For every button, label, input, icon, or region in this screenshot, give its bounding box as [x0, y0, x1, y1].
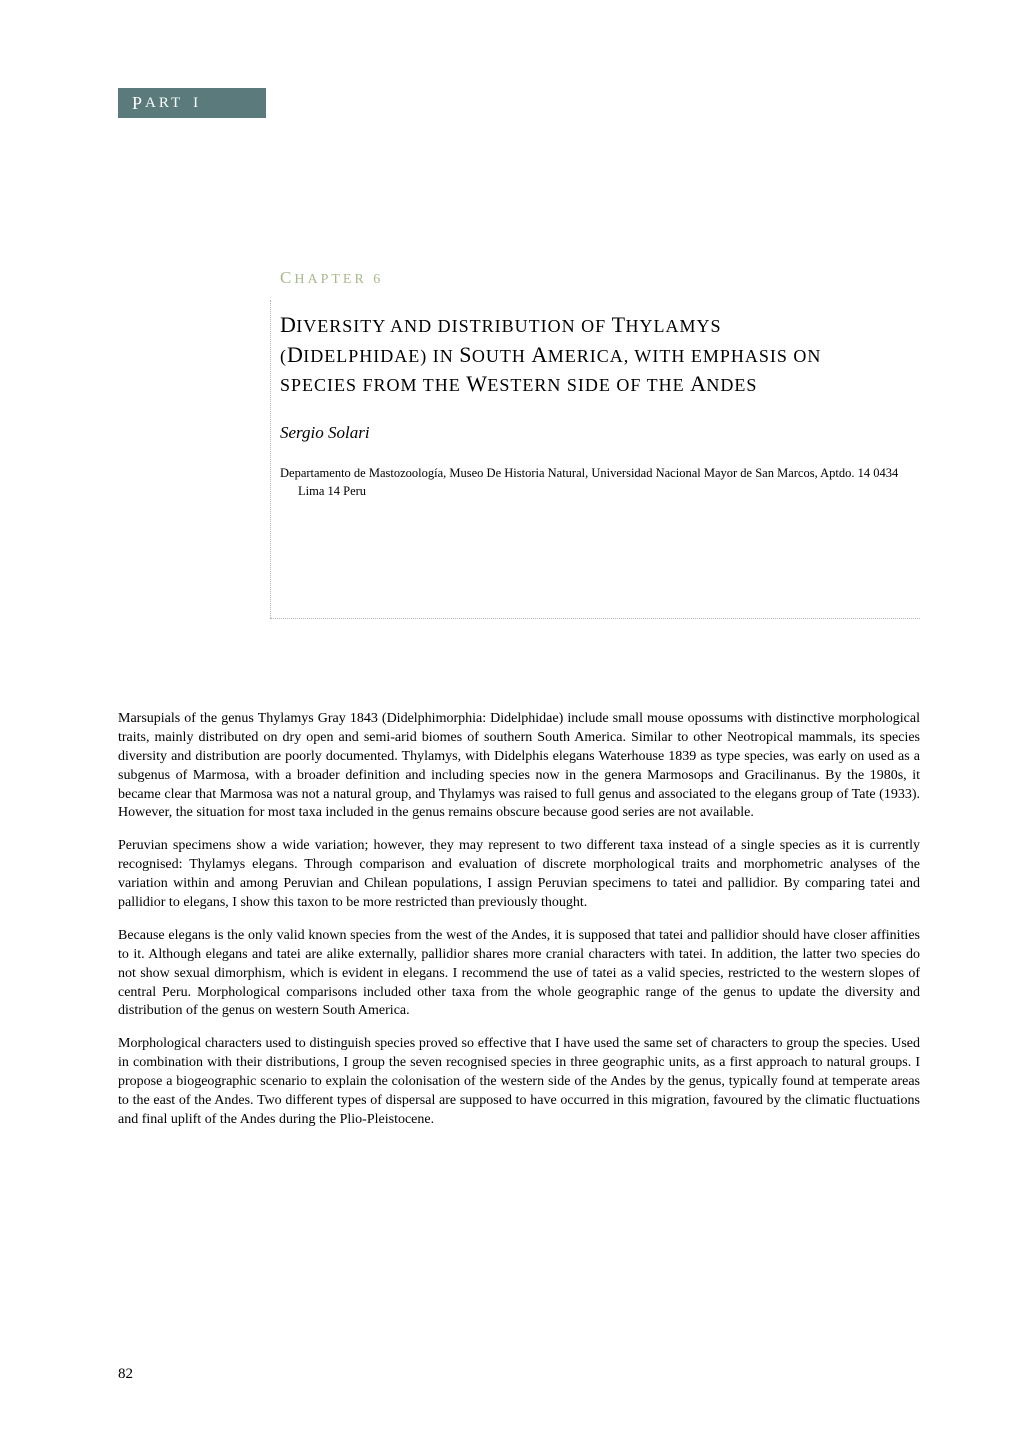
t-sc: NDES: [706, 375, 757, 395]
t-cap: D: [280, 312, 296, 337]
page-number: 82: [118, 1366, 133, 1383]
paragraph: Peruvian specimens show a wide variation…: [118, 837, 920, 913]
t-sc: IDELPHIDAE) IN: [303, 346, 459, 366]
t-sc: IVERSITY AND DISTRIBUTION OF: [296, 316, 611, 336]
t-cap: A: [690, 371, 706, 396]
title-line2: (DIDELPHIDAE) IN SOUTH AMERICA, WITH EMP…: [280, 342, 821, 367]
t-cap: T: [612, 312, 626, 337]
affiliation: Departamento de Mastozoología, Museo De …: [298, 465, 920, 500]
author: Sergio Solari: [280, 423, 920, 443]
t-cap: D: [287, 342, 303, 367]
part-banner: PART I: [118, 88, 266, 118]
chapter-label: CHAPTER 6: [280, 268, 920, 288]
t-cap: A: [531, 342, 547, 367]
dotted-rule-horizontal: [270, 618, 920, 619]
paragraph: Because elegans is the only valid known …: [118, 927, 920, 1021]
title-line3: SPECIES FROM THE WESTERN SIDE OF THE AND…: [280, 371, 757, 396]
part-number: I: [193, 95, 198, 112]
t-sc: HYLAMYS: [625, 316, 721, 336]
t-sc: OUTH: [472, 346, 532, 366]
t-cap: S: [459, 342, 472, 367]
chapter-number: 6: [373, 272, 383, 287]
chapter-label-rest: HAPTER: [294, 272, 366, 287]
part-label-rest: ART: [145, 95, 183, 112]
t-sc: SPECIES FROM THE: [280, 375, 466, 395]
body-text: Marsupials of the genus Thylamys Gray 18…: [118, 710, 920, 1144]
t-sc: ESTERN SIDE OF THE: [487, 375, 690, 395]
paragraph: Morphological characters used to disting…: [118, 1035, 920, 1129]
part-label-cap: P: [132, 93, 145, 114]
chapter-block: CHAPTER 6 DIVERSITY AND DISTRIBUTION OF …: [280, 268, 920, 500]
dotted-rule-vertical: [270, 300, 271, 618]
chapter-label-cap: C: [280, 268, 294, 287]
chapter-title: DIVERSITY AND DISTRIBUTION OF THYLAMYS (…: [280, 310, 920, 399]
t-sc: (: [280, 346, 287, 366]
t-sc: MERICA, WITH EMPHASIS ON: [548, 346, 822, 366]
title-line1: DIVERSITY AND DISTRIBUTION OF THYLAMYS: [280, 312, 722, 337]
t-cap: W: [466, 371, 487, 396]
paragraph: Marsupials of the genus Thylamys Gray 18…: [118, 710, 920, 823]
